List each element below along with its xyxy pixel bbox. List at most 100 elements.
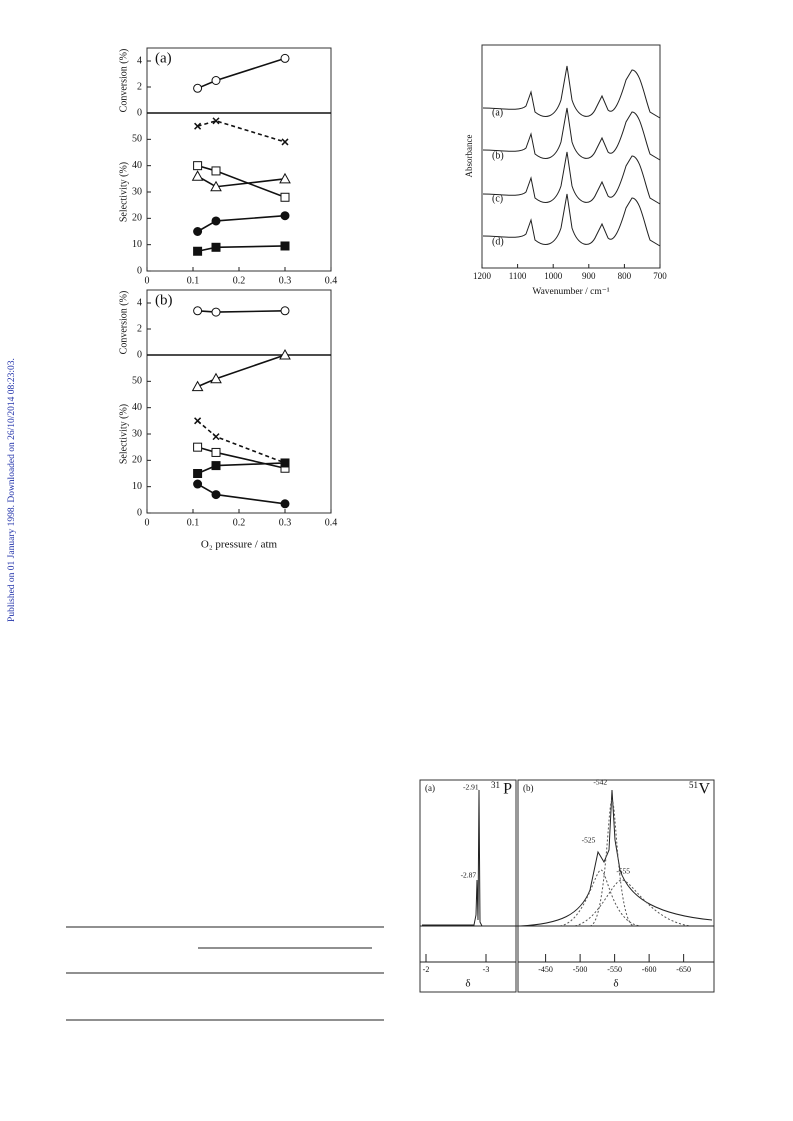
panel-frame — [146, 289, 332, 514]
marker — [193, 246, 203, 256]
marker — [193, 227, 203, 236]
y-tick-label: 20 — [132, 455, 142, 466]
nmr-figure — [419, 779, 715, 993]
panel-frame — [419, 779, 517, 993]
marker — [212, 117, 220, 125]
marker — [279, 172, 291, 184]
y-tick-label: 30 — [132, 186, 142, 197]
marker — [280, 458, 290, 468]
x-tick-label: 1100 — [509, 271, 527, 281]
x-axis-label: δ — [465, 978, 470, 990]
marker — [210, 372, 222, 384]
x-tick-label: 700 — [653, 271, 667, 281]
spectrum — [482, 151, 661, 205]
marker — [212, 433, 220, 441]
table-rules — [66, 926, 384, 1021]
y-axis-label: Conversion (%) — [118, 49, 129, 113]
x-tick-label: 0.4 — [325, 517, 338, 528]
marker — [280, 306, 290, 316]
y-tick-label: 4 — [137, 55, 142, 66]
sidebar-note: Published on 01 January 1998. Downloaded… — [7, 358, 17, 622]
x-axis-label: O₂ pressure / atm — [201, 539, 278, 551]
y-tick-label: 40 — [132, 402, 142, 413]
y-tick-label: 0 — [137, 349, 142, 360]
x-tick-label: 1200 — [473, 271, 492, 281]
y-tick-label: 0 — [137, 265, 142, 276]
marker — [211, 307, 221, 317]
marker — [211, 76, 221, 85]
marker — [280, 241, 290, 251]
spectrum — [422, 789, 514, 927]
trend-line — [197, 310, 286, 313]
trend-line — [197, 483, 286, 505]
y-axis-label: Selectivity (%) — [118, 404, 129, 464]
y-tick-label: 10 — [132, 481, 142, 492]
peak-label: -555 — [616, 867, 630, 876]
marker — [280, 53, 290, 63]
y-axis-label: Absorbance — [464, 135, 474, 178]
spectrum-label: (a) — [492, 107, 503, 118]
y-tick-label: 20 — [132, 213, 142, 224]
marker — [211, 490, 221, 500]
peak-label: -542 — [593, 778, 607, 787]
panel-label: (a) — [155, 50, 172, 66]
marker — [194, 417, 202, 425]
x-axis-label: Wavenumber / cm⁻¹ — [532, 287, 609, 297]
marker — [280, 211, 290, 221]
spectrum — [482, 65, 661, 119]
nucleus-mass: 51 — [689, 780, 698, 790]
marker — [210, 180, 222, 192]
marker — [193, 469, 203, 478]
marker — [280, 499, 290, 509]
nucleus: V — [698, 781, 710, 798]
fit-curve — [574, 879, 691, 927]
y-tick-label: 0 — [137, 107, 142, 118]
peak-label: -2.87 — [461, 871, 477, 880]
spectrum-label: (b) — [492, 150, 504, 161]
y-tick-label: 50 — [132, 376, 142, 387]
nucleus: P — [503, 781, 512, 798]
spectrum-label: (c) — [492, 193, 503, 204]
spectrum — [519, 789, 713, 927]
spectrum — [482, 193, 661, 247]
trend-line — [197, 164, 286, 199]
marker — [193, 161, 203, 171]
marker — [191, 170, 204, 181]
panel-label: (b) — [523, 783, 534, 793]
trend-line — [197, 214, 286, 233]
fit-curve — [589, 799, 635, 927]
panel-frame — [517, 779, 715, 993]
x-tick-label: 0 — [145, 517, 150, 528]
trend-line — [197, 175, 286, 188]
marker — [191, 380, 204, 392]
x-tick-label: 0.1 — [187, 517, 200, 528]
marker — [194, 122, 202, 130]
y-tick-label: 10 — [132, 239, 142, 250]
x-tick-label: -650 — [676, 965, 691, 974]
panel-label: (b) — [155, 292, 173, 308]
marker — [193, 83, 203, 93]
y-tick-label: 2 — [137, 81, 142, 92]
marker — [193, 479, 203, 489]
marker — [211, 447, 221, 457]
nucleus-mass: 31 — [491, 780, 500, 790]
marker — [280, 192, 290, 202]
marker — [211, 166, 221, 176]
trend-line — [197, 354, 286, 388]
marker — [211, 216, 221, 226]
y-tick-label: 40 — [132, 160, 142, 171]
marker — [211, 242, 221, 252]
spectrum — [482, 107, 661, 161]
spectrum-label: (d) — [492, 236, 504, 247]
trend-line — [197, 420, 286, 464]
marker — [193, 306, 203, 316]
peak-label: -525 — [582, 836, 596, 845]
plot-frame — [481, 44, 661, 269]
peak-label: -2.91 — [463, 783, 479, 792]
y-axis-label: Conversion (%) — [118, 291, 129, 355]
x-tick-label: 0 — [145, 275, 150, 286]
x-tick-label: -500 — [573, 965, 588, 974]
y-axis-label: Selectivity (%) — [118, 162, 129, 222]
y-tick-label: 2 — [137, 323, 142, 334]
